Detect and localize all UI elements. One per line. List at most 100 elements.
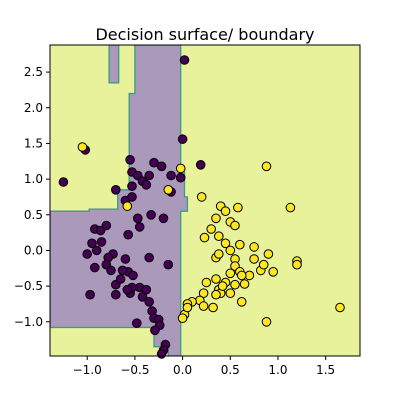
class-0-regions bbox=[50, 45, 189, 356]
point-class-0-41 bbox=[117, 265, 128, 276]
point-class-1-6 bbox=[285, 202, 296, 213]
x-tick-label: −1.0 bbox=[73, 363, 102, 377]
x-tick-label: 1.5 bbox=[316, 363, 335, 377]
point-class-0-35 bbox=[106, 265, 116, 276]
y-tick-label: 2.0 bbox=[24, 101, 43, 115]
x-tick-label: 1.0 bbox=[268, 363, 287, 377]
axes-frame bbox=[49, 44, 361, 357]
point-class-1-16 bbox=[235, 239, 245, 250]
point-class-1-2 bbox=[196, 192, 207, 202]
point-class-1-13 bbox=[230, 220, 240, 231]
y-tick-label: 0.5 bbox=[24, 208, 43, 222]
point-class-0-39 bbox=[128, 270, 138, 281]
point-class-1-26 bbox=[211, 274, 221, 284]
point-class-1-25 bbox=[225, 268, 236, 279]
point-class-1-31 bbox=[230, 279, 240, 290]
x-tick-label: −0.5 bbox=[120, 363, 149, 377]
point-class-0-22 bbox=[158, 213, 169, 224]
point-class-1-10 bbox=[211, 213, 221, 224]
point-class-1-54 bbox=[249, 254, 259, 264]
point-class-1-43 bbox=[263, 249, 274, 259]
point-class-0-3 bbox=[175, 172, 186, 183]
point-class-0-28 bbox=[96, 237, 107, 247]
point-class-1-52 bbox=[177, 313, 188, 324]
x-tick-label: 0.0 bbox=[173, 363, 192, 377]
point-class-1-5 bbox=[261, 161, 272, 172]
point-class-1-19 bbox=[225, 245, 236, 256]
point-class-1-56 bbox=[217, 281, 228, 291]
y-tick-label: 1.5 bbox=[24, 136, 43, 150]
point-class-0-47 bbox=[144, 297, 154, 307]
point-class-1-14 bbox=[199, 232, 210, 243]
point-class-0-6 bbox=[58, 177, 69, 187]
point-class-0-56 bbox=[132, 318, 142, 329]
point-class-1-12 bbox=[206, 224, 216, 234]
chart-title: Decision surface/ boundary bbox=[95, 25, 314, 44]
point-class-0-30 bbox=[91, 245, 102, 256]
point-class-1-39 bbox=[225, 288, 236, 299]
y-tick-label: −1.0 bbox=[14, 315, 43, 329]
point-class-1-1 bbox=[175, 163, 186, 174]
point-class-1-49 bbox=[335, 302, 345, 313]
point-class-0-60 bbox=[122, 284, 133, 295]
y-axis: −1.0 −0.5 0.0 0.5 1.0 1.5 2.0 2.5 bbox=[14, 65, 50, 329]
point-class-0-20 bbox=[133, 213, 143, 224]
point-class-0-23 bbox=[134, 222, 145, 232]
point-class-0-37 bbox=[120, 254, 131, 264]
point-class-0-27 bbox=[95, 225, 106, 236]
point-class-1-53 bbox=[182, 302, 193, 313]
point-class-1-18 bbox=[220, 238, 231, 249]
point-class-0-61 bbox=[141, 284, 152, 295]
point-class-1-0 bbox=[77, 142, 88, 152]
x-axis: −1.0 −0.5 0.0 0.5 1.0 1.5 bbox=[73, 356, 335, 377]
point-class-0-29 bbox=[87, 238, 97, 249]
point-class-1-50 bbox=[261, 317, 272, 327]
point-class-0-62 bbox=[115, 274, 126, 284]
point-class-1-41 bbox=[208, 302, 218, 313]
point-class-0-13 bbox=[156, 161, 167, 172]
point-class-0-21 bbox=[146, 210, 156, 220]
point-class-0-40 bbox=[144, 252, 154, 263]
point-class-1-40 bbox=[236, 297, 247, 307]
point-class-1-42 bbox=[198, 301, 209, 311]
point-class-0-15 bbox=[127, 181, 137, 191]
point-class-0-2 bbox=[195, 160, 206, 170]
point-class-0-14 bbox=[141, 180, 152, 190]
point-class-1-15 bbox=[214, 231, 224, 241]
point-class-0-31 bbox=[82, 249, 92, 259]
point-class-1-9 bbox=[220, 206, 231, 216]
y-tick-label: −0.5 bbox=[14, 279, 43, 293]
point-class-0-24 bbox=[123, 229, 133, 240]
point-class-0-4 bbox=[166, 170, 176, 181]
point-class-0-7 bbox=[125, 155, 135, 165]
point-class-1-4 bbox=[163, 185, 174, 195]
point-class-1-8 bbox=[233, 202, 243, 213]
x-tick-label: 0.5 bbox=[221, 363, 240, 377]
point-class-0-36 bbox=[90, 262, 100, 273]
point-class-0-42 bbox=[85, 289, 95, 300]
class-0-region-0 bbox=[50, 45, 189, 356]
point-class-1-21 bbox=[214, 249, 224, 259]
point-class-0-0 bbox=[179, 55, 190, 65]
point-class-0-18 bbox=[127, 192, 137, 202]
point-class-1-46 bbox=[268, 267, 279, 277]
y-tick-label: 0.0 bbox=[24, 243, 43, 257]
point-class-1-30 bbox=[239, 279, 250, 289]
y-tick-label: 1.0 bbox=[24, 172, 43, 186]
point-class-1-48 bbox=[292, 259, 302, 270]
point-class-1-17 bbox=[249, 242, 259, 252]
point-class-1-55 bbox=[236, 270, 247, 281]
point-class-0-43 bbox=[111, 289, 121, 300]
class-0-region-1 bbox=[108, 45, 120, 84]
y-tick-label: 2.5 bbox=[24, 65, 43, 79]
scatter-points bbox=[58, 55, 345, 359]
point-class-0-59 bbox=[163, 259, 174, 270]
point-class-1-45 bbox=[258, 259, 269, 270]
point-class-0-52 bbox=[150, 325, 160, 336]
point-class-0-12 bbox=[149, 157, 159, 168]
point-class-1-27 bbox=[201, 277, 212, 288]
plot-area bbox=[49, 44, 361, 359]
point-class-0-1 bbox=[177, 134, 188, 144]
point-class-0-16 bbox=[111, 185, 121, 195]
